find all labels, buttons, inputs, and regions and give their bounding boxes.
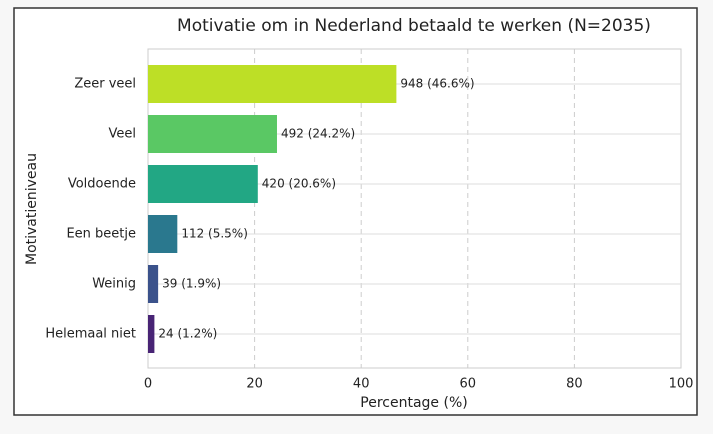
bar [148,315,155,353]
bar [148,265,159,303]
y-tick-label: Een beetje [66,227,136,242]
value-label: 112 (5.5%) [181,227,248,241]
y-tick-label: Veel [109,127,137,142]
x-tick-label: 100 [669,377,694,392]
x-tick-label: 80 [566,377,583,392]
x-tick-label: 20 [246,377,263,392]
value-label: 39 (1.9%) [162,277,221,291]
y-tick-label: Helemaal niet [45,327,136,342]
value-label: 24 (1.2%) [158,327,217,341]
value-label: 948 (46.6%) [400,77,474,91]
y-tick-label: Weinig [92,277,136,292]
value-label: 492 (24.2%) [281,127,355,141]
bar [148,165,258,203]
bar [148,215,178,253]
x-tick-label: 0 [144,377,152,392]
x-axis-label: Percentage (%) [360,395,467,411]
chart-title: Motivatie om in Nederland betaald te wer… [177,16,651,36]
x-tick-label: 60 [460,377,477,392]
y-tick-label: Zeer veel [74,77,136,92]
x-tick-label: 40 [353,377,370,392]
y-axis-label: Motivatieniveau [24,153,40,265]
bar [148,115,277,153]
bar [148,65,397,103]
y-tick-label: Voldoende [68,177,136,192]
value-label: 420 (20.6%) [262,177,336,191]
